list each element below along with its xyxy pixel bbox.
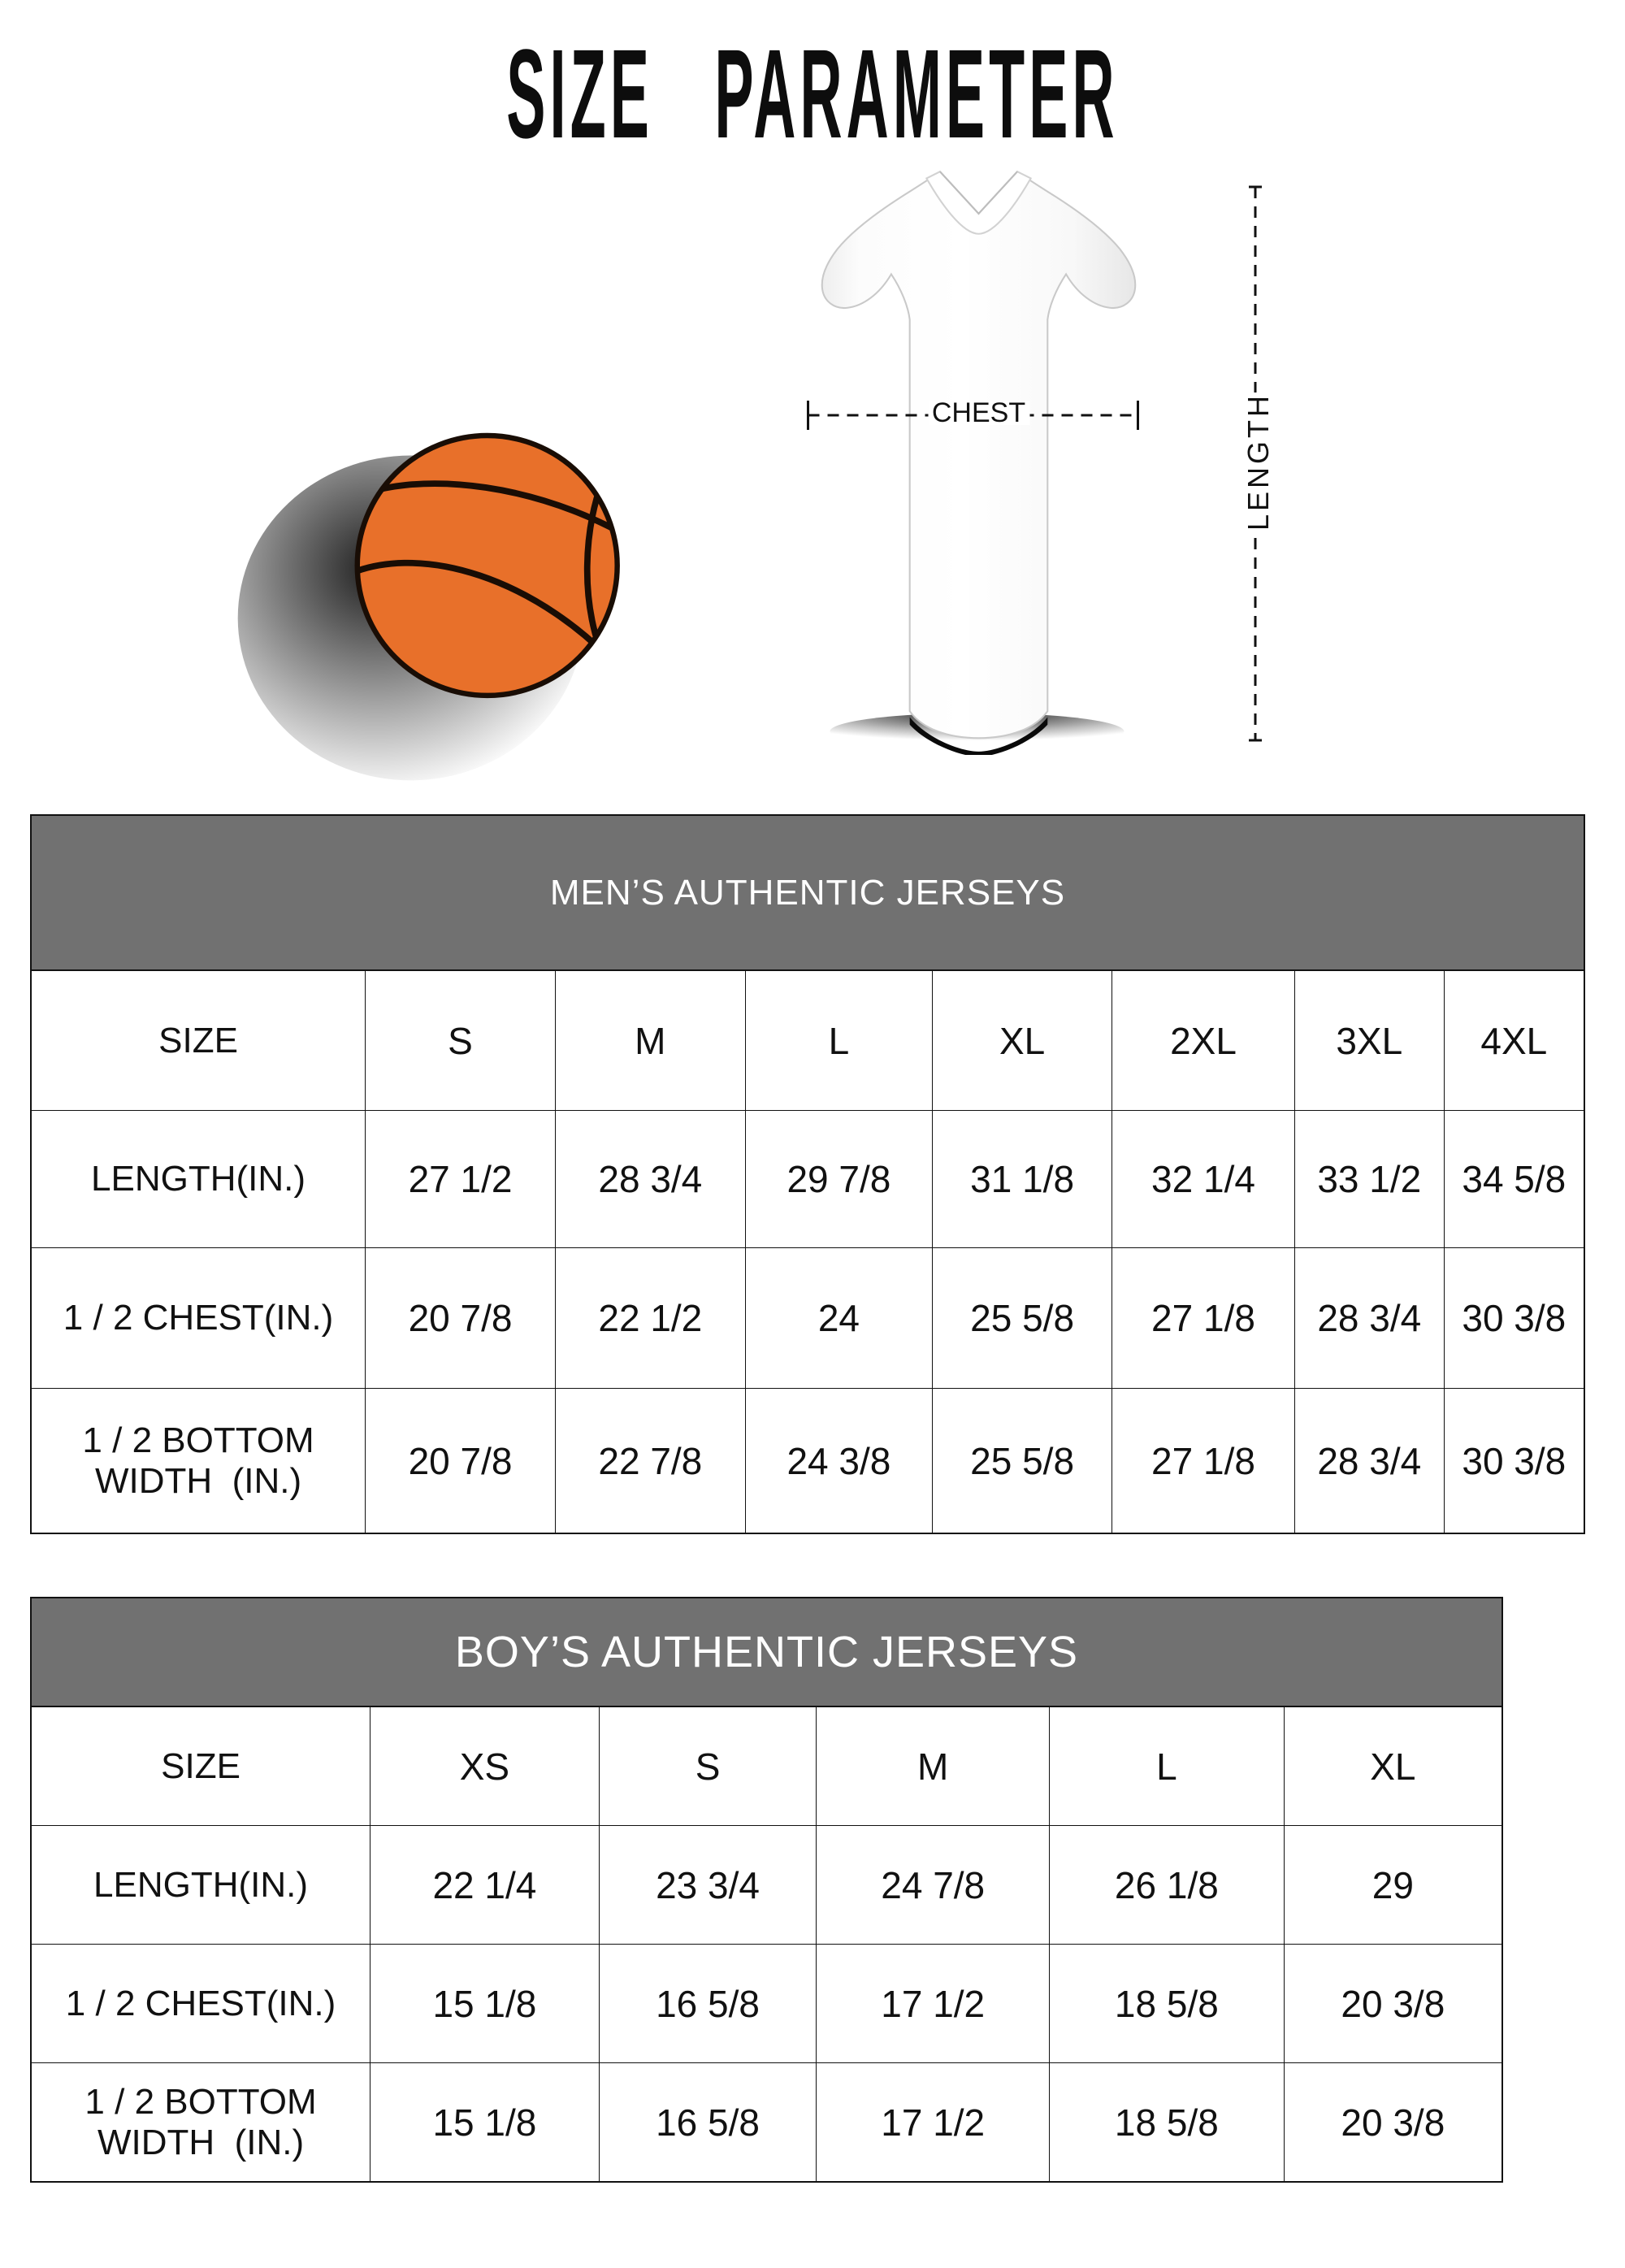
svg-text:CHEST: CHEST [932,399,1025,428]
